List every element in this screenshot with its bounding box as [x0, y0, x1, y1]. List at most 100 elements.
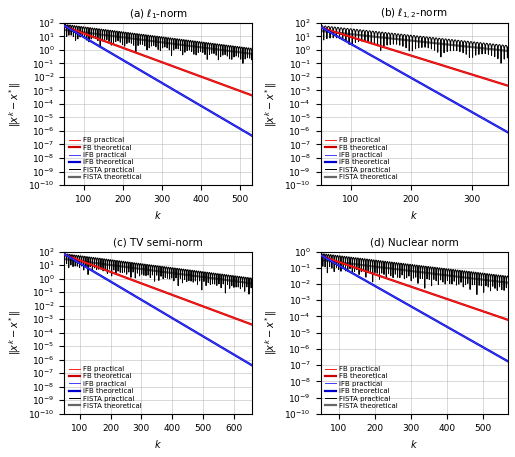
Line: FISTA theoretical: FISTA theoretical	[64, 30, 252, 54]
FISTA practical	[317, 41, 323, 47]
iFB theoretical	[389, 293, 396, 298]
Line: FB theoretical: FB theoretical	[320, 256, 508, 320]
Y-axis label: $\|x^k - x^*\|$: $\|x^k - x^*\|$	[263, 81, 279, 127]
FISTA practical	[385, 30, 391, 36]
Line: FISTA practical: FISTA practical	[320, 26, 508, 63]
FB theoretical	[142, 53, 148, 58]
FISTA practical	[505, 274, 511, 280]
FISTA theoretical	[428, 40, 435, 46]
iFB practical	[505, 359, 511, 364]
iFB theoretical	[225, 119, 231, 124]
iFB theoretical	[339, 265, 345, 270]
iFB practical	[501, 128, 507, 133]
FISTA practical	[249, 276, 255, 281]
FB theoretical	[389, 277, 396, 283]
FISTA theoretical	[467, 275, 473, 281]
FISTA practical	[385, 266, 391, 271]
FISTA theoretical	[200, 45, 207, 50]
FISTA practical	[467, 43, 473, 48]
FB theoretical	[94, 36, 100, 41]
FB practical	[350, 35, 356, 40]
FB practical	[133, 50, 140, 55]
iFB theoretical	[317, 24, 323, 30]
iFB theoretical	[142, 299, 148, 304]
FISTA practical	[129, 260, 135, 266]
FISTA practical	[211, 42, 217, 48]
iFB practical	[249, 362, 255, 368]
FISTA theoretical	[210, 46, 216, 52]
Line: FISTA practical: FISTA practical	[64, 25, 252, 64]
iFB theoretical	[61, 23, 67, 28]
Line: iFB theoretical: iFB theoretical	[320, 255, 508, 361]
FB theoretical	[245, 320, 251, 326]
FISTA theoretical	[249, 281, 255, 286]
Y-axis label: $\|x^k - x^*\|$: $\|x^k - x^*\|$	[263, 310, 279, 356]
FB theoretical	[481, 75, 487, 81]
iFB theoretical	[501, 128, 507, 133]
FB theoretical	[61, 252, 67, 257]
Line: FB practical: FB practical	[64, 255, 252, 324]
Title: (d) Nuclear norm: (d) Nuclear norm	[370, 238, 459, 248]
Legend: FB practical, FB theoretical, iFB practical, iFB theoretical, FISTA practical, F: FB practical, FB theoretical, iFB practi…	[68, 365, 143, 410]
iFB practical	[142, 299, 148, 304]
FISTA practical	[428, 40, 435, 45]
FB theoretical	[398, 50, 404, 55]
FISTA theoretical	[129, 265, 135, 271]
FB theoretical	[83, 260, 89, 266]
Line: FISTA theoretical: FISTA theoretical	[320, 260, 508, 283]
FB practical	[142, 282, 148, 287]
FISTA theoretical	[467, 44, 473, 50]
Legend: FB practical, FB theoretical, iFB practical, iFB theoretical, FISTA practical, F: FB practical, FB theoretical, iFB practi…	[324, 365, 399, 410]
FB practical	[133, 279, 140, 284]
FISTA practical	[62, 251, 68, 256]
FISTA practical	[61, 40, 67, 46]
iFB theoretical	[389, 64, 396, 70]
iFB practical	[133, 65, 140, 70]
iFB practical	[339, 264, 345, 270]
FISTA theoretical	[71, 28, 77, 34]
iFB theoretical	[398, 298, 404, 303]
iFB theoretical	[505, 359, 511, 364]
FB theoretical	[350, 35, 356, 40]
iFB theoretical	[83, 264, 89, 270]
FISTA practical	[428, 272, 435, 277]
FB practical	[245, 321, 251, 326]
FISTA practical	[456, 40, 462, 46]
FB practical	[389, 278, 396, 283]
Line: FB practical: FB practical	[320, 27, 508, 85]
FISTA theoretical	[129, 36, 135, 41]
FB theoretical	[317, 253, 323, 259]
iFB practical	[225, 119, 231, 125]
FB theoretical	[339, 32, 345, 37]
iFB practical	[317, 252, 323, 258]
iFB practical	[94, 271, 100, 276]
FISTA practical	[173, 266, 179, 271]
iFB practical	[83, 264, 89, 270]
FISTA practical	[456, 268, 462, 273]
iFB practical	[481, 345, 487, 351]
FB practical	[501, 316, 507, 321]
FISTA theoretical	[317, 28, 323, 34]
Line: FISTA theoretical: FISTA theoretical	[64, 259, 252, 283]
FISTA theoretical	[428, 271, 435, 276]
iFB practical	[61, 23, 67, 28]
FISTA practical	[437, 265, 443, 271]
FISTA theoretical	[180, 43, 186, 48]
iFB theoretical	[398, 69, 404, 74]
FISTA practical	[246, 292, 252, 297]
FISTA practical	[211, 270, 217, 276]
iFB theoretical	[501, 356, 507, 362]
iFB practical	[245, 361, 251, 366]
iFB theoretical	[61, 251, 67, 257]
FB theoretical	[505, 317, 511, 323]
Line: FISTA practical: FISTA practical	[64, 254, 252, 294]
iFB practical	[398, 298, 404, 303]
FB practical	[225, 84, 231, 90]
iFB practical	[133, 294, 140, 299]
FB theoretical	[133, 50, 140, 56]
Line: FB theoretical: FB theoretical	[64, 27, 252, 96]
FISTA practical	[327, 254, 333, 259]
FISTA practical	[505, 44, 511, 49]
iFB theoretical	[249, 133, 255, 138]
FISTA practical	[71, 252, 77, 258]
